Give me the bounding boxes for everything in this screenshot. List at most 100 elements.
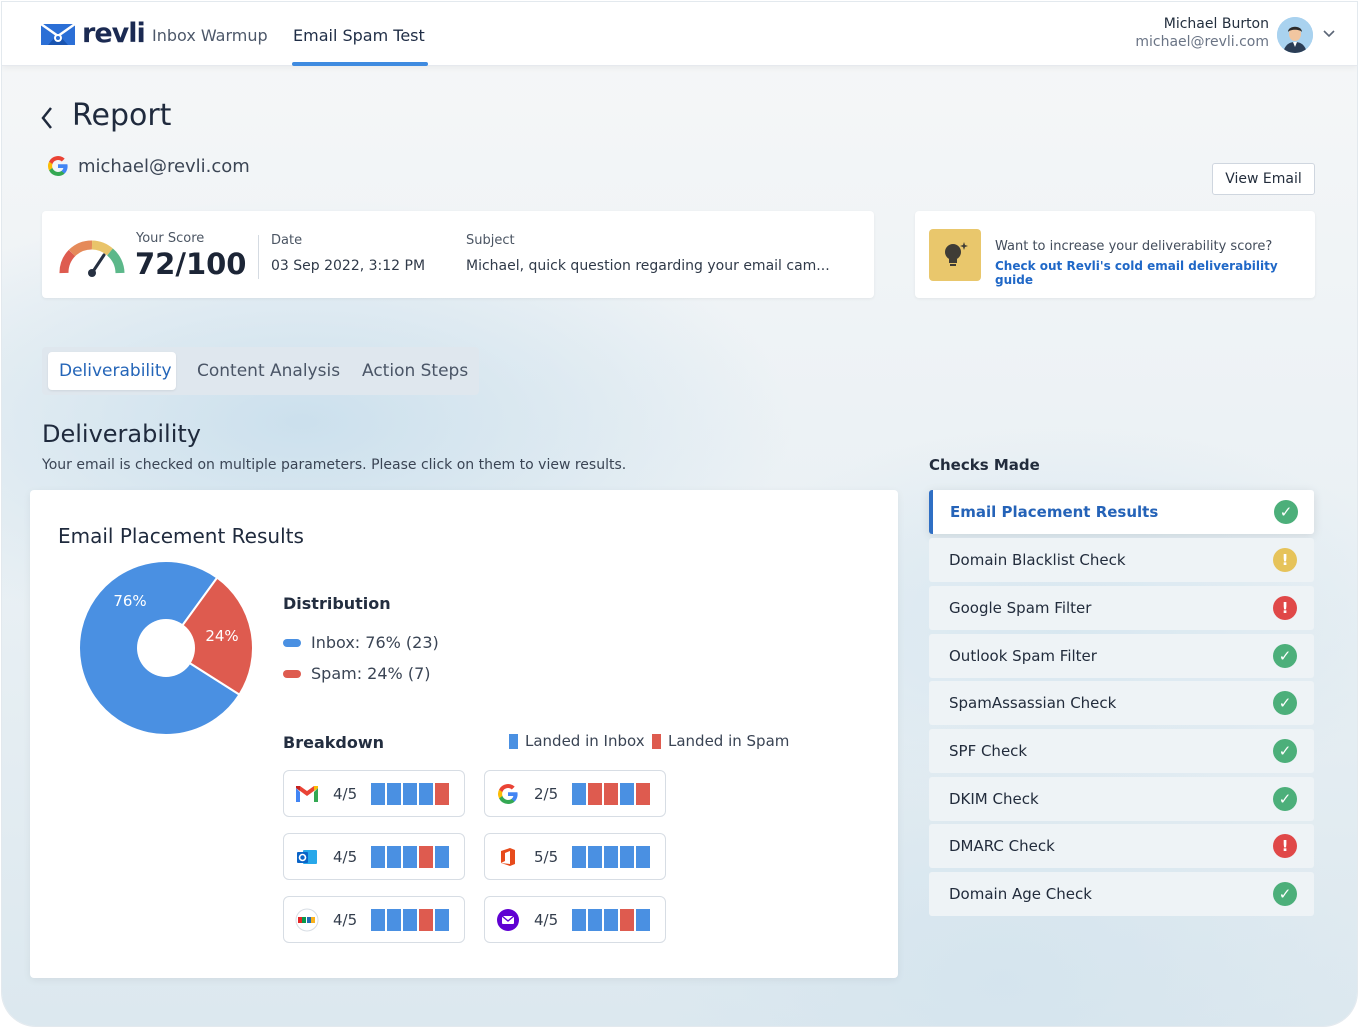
- email-placement-panel: Email Placement Results 76% 24% Distribu…: [30, 490, 898, 978]
- check-item[interactable]: Email Placement Results ✓: [929, 490, 1314, 534]
- top-header: revli Inbox Warmup Email Spam Test Micha…: [2, 2, 1357, 66]
- check-item[interactable]: Outlook Spam Filter ✓: [929, 634, 1314, 678]
- brand-name: revli: [82, 18, 146, 49]
- inbox-bar: [371, 909, 385, 931]
- inbox-bar: [403, 909, 417, 931]
- spam-legend-swatch: [283, 669, 301, 678]
- view-email-button[interactable]: View Email: [1212, 163, 1315, 195]
- sender-row: michael@revli.com: [46, 154, 250, 178]
- section-title: Deliverability: [42, 420, 201, 448]
- placement-bars: [371, 909, 451, 931]
- score-gauge-icon: [59, 240, 125, 277]
- check-item[interactable]: Domain Age Check ✓: [929, 872, 1314, 916]
- provider-office[interactable]: 5/5: [484, 833, 666, 880]
- inbox-bar: [588, 909, 602, 931]
- inbox-bar: [620, 783, 634, 805]
- lightbulb-icon: [929, 229, 981, 281]
- provider-zoho[interactable]: 4/5: [283, 896, 465, 943]
- deliverability-tip-card: Want to increase your deliverability sco…: [915, 211, 1315, 298]
- check-label: SpamAssassian Check: [949, 694, 1117, 712]
- active-tab-pill: [48, 352, 176, 390]
- spam-legend-text: Spam: 24% (7): [311, 664, 431, 683]
- sender-email: michael@revli.com: [78, 155, 250, 177]
- inbox-bar: [604, 846, 618, 868]
- spam-bar: [604, 783, 618, 805]
- check-item[interactable]: Domain Blacklist Check!: [929, 538, 1314, 582]
- check-label: Google Spam Filter: [949, 599, 1092, 617]
- google-icon: [48, 156, 68, 176]
- spam-bar: [419, 909, 433, 931]
- landed-inbox-text: Landed in Inbox: [525, 732, 645, 750]
- provider-score: 2/5: [534, 785, 559, 803]
- avatar[interactable]: [1277, 17, 1313, 53]
- nav-inbox-warmup[interactable]: Inbox Warmup: [152, 26, 268, 45]
- check-label: Domain Blacklist Check: [949, 551, 1126, 569]
- tab-content-analysis[interactable]: Content Analysis: [197, 361, 341, 381]
- google-icon: [498, 784, 518, 804]
- check-label: Outlook Spam Filter: [949, 647, 1097, 665]
- chevron-down-icon[interactable]: [1322, 28, 1336, 38]
- check-item[interactable]: SpamAssassian Check ✓: [929, 681, 1314, 725]
- date-value: 03 Sep 2022, 3:12 PM: [271, 258, 426, 274]
- nav-email-spam-test[interactable]: Email Spam Test: [293, 26, 425, 45]
- provider-google[interactable]: 2/5: [484, 770, 666, 817]
- provider-score: 4/5: [534, 911, 559, 929]
- check-label: Email Placement Results: [950, 503, 1159, 521]
- inbox-bar: [572, 909, 586, 931]
- check-item[interactable]: Google Spam Filter!: [929, 586, 1314, 630]
- provider-score: 4/5: [333, 848, 358, 866]
- placement-bars: [371, 846, 451, 868]
- tab-deliverability[interactable]: Deliverability: [59, 361, 172, 381]
- check-pass-icon: ✓: [1273, 739, 1297, 763]
- user-info[interactable]: Michael Burton michael@revli.com: [1135, 16, 1269, 50]
- inbox-bar: [620, 846, 634, 868]
- breakdown-title: Breakdown: [283, 733, 384, 752]
- report-tabs: Deliverability Content Analysis Action S…: [42, 347, 479, 395]
- check-item[interactable]: DMARC Check!: [929, 824, 1314, 868]
- inbox-bar: [387, 783, 401, 805]
- revli-logo[interactable]: revli: [40, 18, 146, 49]
- inbox-bar: [435, 909, 449, 931]
- checks-title: Checks Made: [929, 456, 1040, 474]
- distribution-title: Distribution: [283, 594, 391, 613]
- inbox-bar: [636, 846, 650, 868]
- landed-spam-text: Landed in Spam: [668, 732, 790, 750]
- inbox-legend-text: Inbox: 76% (23): [311, 633, 439, 652]
- error-icon: !: [1273, 834, 1297, 858]
- legend-spam: Spam: 24% (7): [283, 664, 431, 683]
- landed-inbox-legend: Landed in Inbox: [509, 732, 645, 750]
- inbox-bar: [604, 909, 618, 931]
- placement-bars: [572, 909, 652, 931]
- placement-bars: [371, 783, 451, 805]
- error-icon: !: [1273, 596, 1297, 620]
- check-pass-icon: ✓: [1273, 787, 1297, 811]
- check-pass-icon: ✓: [1273, 882, 1297, 906]
- check-pass-icon: ✓: [1273, 644, 1297, 668]
- check-item[interactable]: DKIM Check ✓: [929, 777, 1314, 821]
- provider-gmail[interactable]: 4/5: [283, 770, 465, 817]
- outlook-icon: [297, 850, 317, 864]
- score-label: Your Score: [136, 231, 205, 246]
- warning-icon: !: [1273, 548, 1297, 572]
- inbox-bar: [403, 783, 417, 805]
- tab-action-steps[interactable]: Action Steps: [362, 361, 469, 381]
- deliverability-guide-link[interactable]: Check out Revli's cold email deliverabil…: [995, 259, 1278, 287]
- check-label: SPF Check: [949, 742, 1028, 760]
- check-item[interactable]: SPF Check ✓: [929, 729, 1314, 773]
- inbox-bar: [371, 846, 385, 868]
- inbox-bar: [387, 846, 401, 868]
- provider-outlook[interactable]: 4/5: [283, 833, 465, 880]
- subject-label: Subject: [466, 233, 515, 248]
- back-arrow-icon[interactable]: [40, 106, 54, 130]
- pie-label-inbox: 76%: [113, 592, 146, 610]
- gmail-icon: [296, 786, 318, 802]
- placement-bars: [572, 846, 652, 868]
- page-title: Report: [72, 98, 172, 133]
- provider-yahoo[interactable]: 4/5: [484, 896, 666, 943]
- check-label: DKIM Check: [949, 790, 1039, 808]
- landed-spam-swatch: [652, 733, 661, 749]
- spam-bar: [419, 846, 433, 868]
- inbox-bar: [572, 846, 586, 868]
- user-avatar-icon: [1277, 17, 1313, 53]
